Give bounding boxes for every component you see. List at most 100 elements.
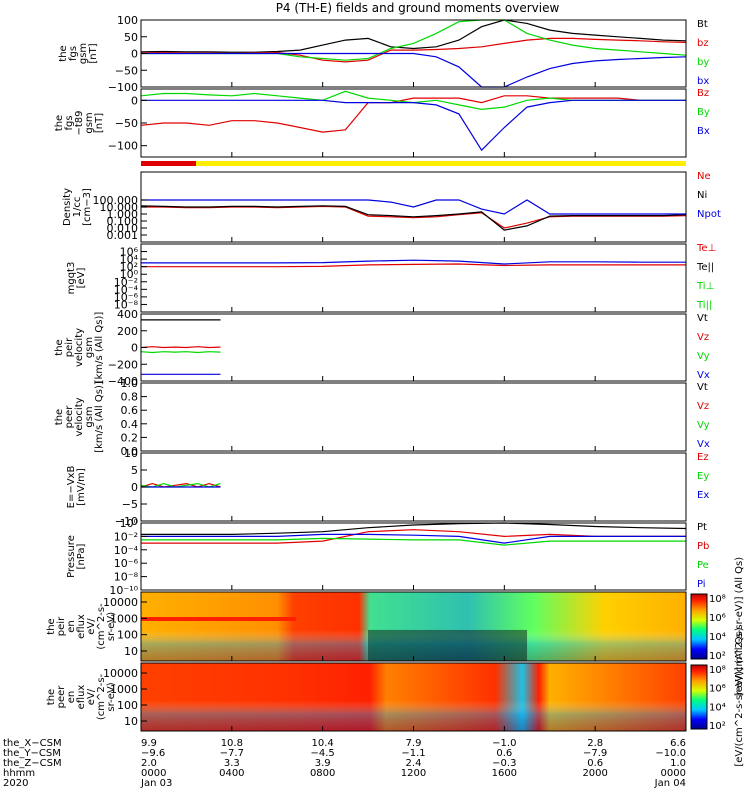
y-axis-label: the (58, 45, 69, 61)
y-axis-label: the (54, 339, 65, 355)
legend-entry: Pe (697, 560, 709, 571)
colorbar-tick: 10⁶ (709, 684, 726, 695)
legend-entry: Vt (697, 382, 708, 393)
y-axis-label: [nT] (88, 43, 99, 63)
y-axis-label: eV/ (86, 688, 97, 705)
series-line-bx (141, 52, 687, 88)
y-axis-label: eflux (76, 614, 87, 639)
panel-frame (140, 243, 687, 313)
y-tick-label: 0 (131, 481, 138, 494)
ephemeris-value: 3.3 (224, 758, 240, 769)
legend-entry: Ni (697, 190, 707, 201)
panel-frame (140, 452, 687, 522)
series-line-bx (141, 99, 686, 152)
colorbar-tick: 10⁴ (709, 702, 726, 713)
y-axis-label: fgs (64, 115, 75, 130)
legend-entry: Vy (697, 351, 710, 362)
ephemeris-value: −7.7 (220, 748, 244, 759)
y-tick-label: 10⁻¹⁰ (109, 584, 138, 597)
y-axis-label: fgs (68, 46, 79, 61)
legend-entry: Pi (697, 579, 706, 590)
ephemeris-value: Jan 03 (140, 778, 172, 789)
y-tick-label: −50 (115, 64, 138, 77)
ephemeris-value: 1.0 (670, 758, 686, 769)
ephemeris-value: 2.4 (406, 758, 422, 769)
y-tick-label: 1000 (110, 683, 138, 696)
y-tick-label: 0.2 (121, 431, 139, 444)
y-axis-label: Pressure (66, 535, 77, 578)
legend-entry: Ne (697, 171, 711, 182)
y-tick-label: 10⁻⁸ (114, 298, 139, 311)
y-axis-label: the (46, 689, 57, 705)
ephemeris-label: the_Y−CSM (3, 748, 61, 759)
y-tick-label: 10⁻⁸ (114, 571, 139, 584)
ephemeris-value: Jan 04 (654, 778, 686, 789)
y-axis-label: velocity (74, 328, 85, 367)
legend-entry: Ti⊥ (696, 281, 714, 292)
y-tick-label: 10⁰ (120, 517, 139, 530)
y-tick-label: 10 (124, 447, 138, 460)
y-tick-label: 10⁶ (120, 246, 139, 259)
y-axis-label: the (54, 115, 65, 131)
y-tick-label: 10000 (103, 667, 138, 680)
quality-bar-red (141, 161, 196, 166)
y-tick-label: 10⁻⁶ (114, 291, 139, 304)
ephemeris-value: 2.8 (587, 738, 603, 749)
y-axis-label: the (46, 618, 57, 634)
y-axis-label: peir (56, 616, 67, 636)
y-tick-label: 0.100 (107, 215, 139, 228)
legend-entry: Vt (697, 313, 708, 324)
series-line-bt (140, 19, 687, 53)
colorbar-tick: 10² (709, 651, 726, 662)
ephemeris-value: 2.0 (141, 758, 157, 769)
y-tick-label: −50 (115, 117, 138, 130)
y-axis-label: peir (64, 337, 75, 357)
colorbar-label: [eV/(cm^2-s-sr-eV)] (All Qs) (734, 627, 745, 766)
ephemeris-value: 6.6 (670, 738, 686, 749)
series-line-pt (141, 522, 687, 535)
y-tick-label: 0.6 (121, 404, 139, 417)
legend-entry: bz (697, 38, 709, 49)
legend-entry: Ex (697, 490, 709, 501)
colorbar-tick: 10² (709, 721, 726, 732)
legend-entry: Bx (697, 126, 710, 137)
y-tick-label: 100 (117, 699, 138, 712)
panel-frame (140, 313, 687, 382)
y-tick-label: 10⁻⁴ (114, 544, 139, 557)
series-line-bz (140, 95, 686, 133)
y-tick-label: 10 (124, 645, 138, 658)
y-tick-label: 200 (117, 325, 138, 338)
legend-entry: By (697, 107, 710, 118)
y-tick-label: 50 (124, 31, 138, 44)
ephemeris-value: −4.5 (311, 748, 335, 759)
y-tick-label: 0.4 (121, 418, 139, 431)
series-line-ni (140, 205, 687, 231)
legend-entry: Vx (697, 370, 710, 381)
y-tick-label: 1.000 (107, 208, 139, 221)
y-axis-label: peer (56, 685, 67, 709)
y-tick-label: 100 (117, 629, 138, 642)
legend-entry: bx (697, 76, 709, 87)
y-tick-label: 1000 (110, 612, 138, 625)
y-axis-label: [nT] (94, 113, 105, 133)
y-axis-label: [km/s (All Qs)] (94, 312, 105, 384)
y-axis-label: eV/ (86, 618, 97, 635)
colorbar-tick: 10⁴ (709, 632, 726, 643)
y-tick-label: 400 (117, 308, 138, 321)
legend-entry: Vz (697, 401, 709, 412)
spectrogram-shading (141, 592, 686, 661)
y-axis-label: peer (64, 405, 75, 429)
legend-entry: Ti|| (696, 300, 712, 311)
y-axis-label: mgqt3 (66, 262, 77, 295)
y-axis-label: the (54, 409, 65, 425)
legend-entry: Ey (697, 471, 709, 482)
legend-entry: Pt (697, 522, 707, 533)
y-tick-label: 10² (120, 261, 138, 274)
y-axis-label: Density (62, 188, 73, 226)
y-axis-label: gsm (84, 337, 95, 358)
y-axis-label: 1/cc (72, 197, 83, 218)
y-tick-label: −400 (108, 375, 138, 388)
ephemeris-value: 0.6 (587, 758, 603, 769)
y-tick-label: 10 (124, 715, 138, 728)
y-tick-label: −100 (108, 81, 138, 94)
